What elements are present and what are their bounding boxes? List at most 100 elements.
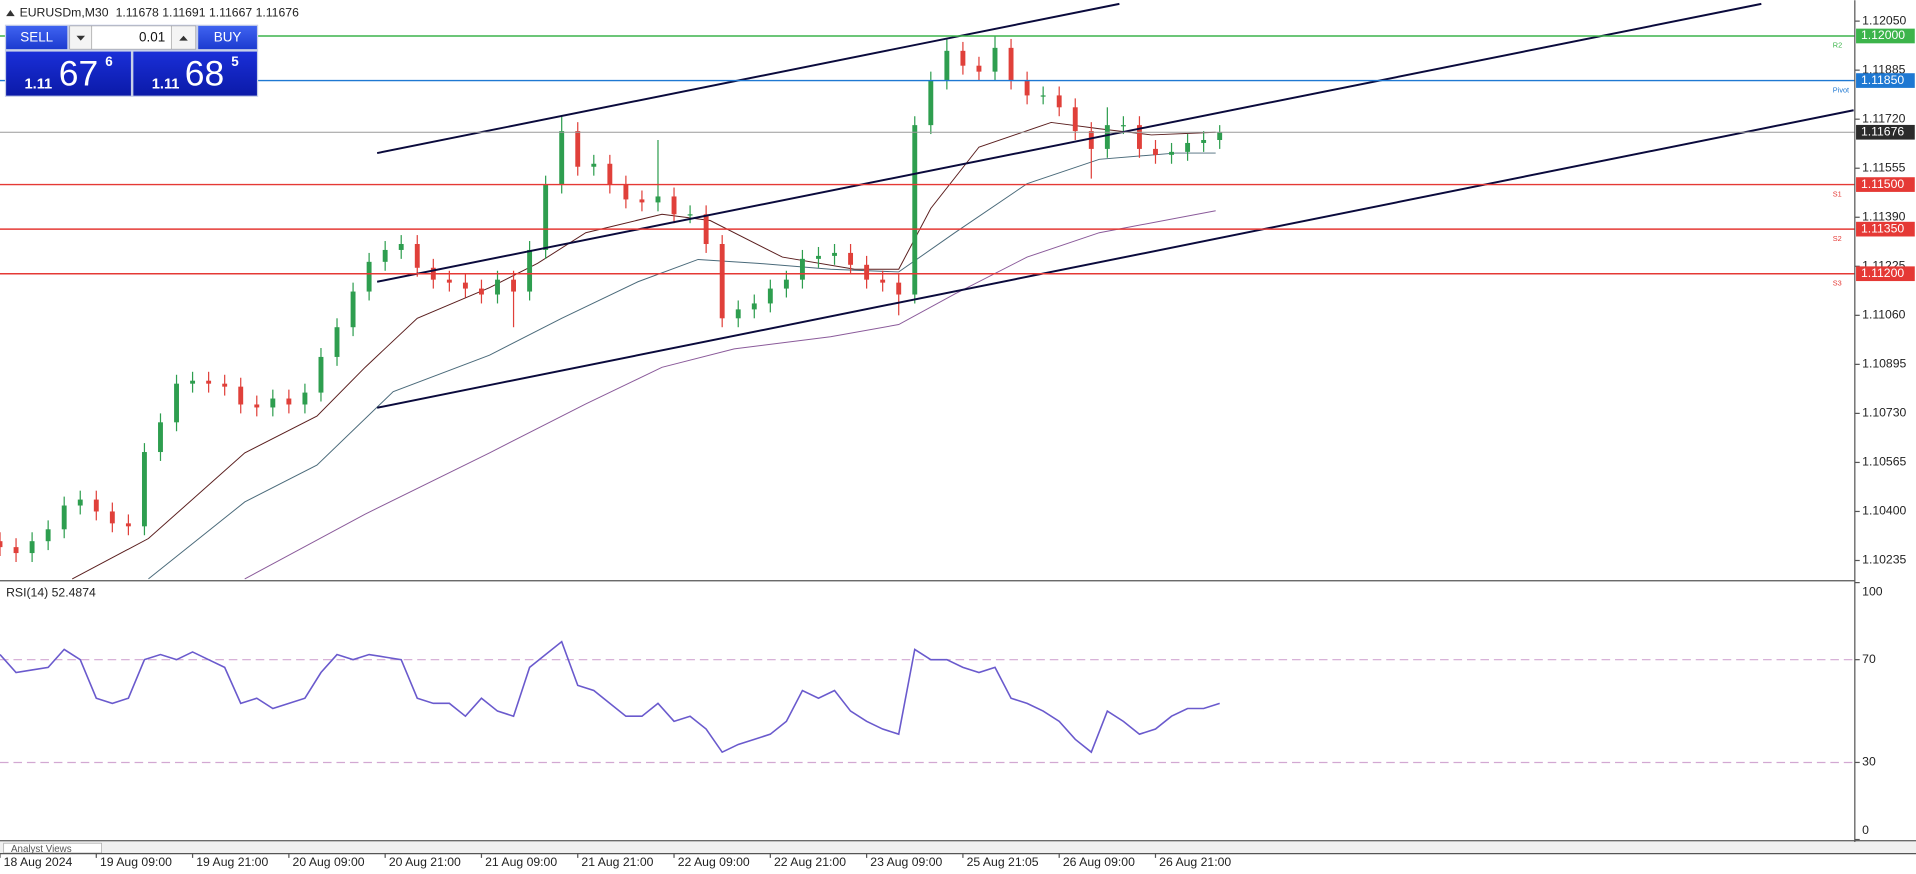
y-tick-label: 1.11390 xyxy=(1862,209,1905,223)
candle-body xyxy=(767,288,773,304)
candle-body xyxy=(896,282,902,295)
lot-value[interactable]: 0.01 xyxy=(139,30,165,45)
candle-body xyxy=(880,279,886,283)
ask-point[interactable]: 5 xyxy=(231,54,239,69)
candle-body xyxy=(382,249,388,262)
candle-body xyxy=(976,65,982,72)
y-tick-label: 30 xyxy=(1862,755,1876,769)
trend-line xyxy=(376,2,1120,155)
y-tick-label: 1.10235 xyxy=(1862,553,1906,567)
candle-body xyxy=(1201,139,1207,143)
candle-body xyxy=(0,541,3,548)
x-tick-label: 26 Aug 21:00 xyxy=(1159,855,1231,869)
candle-body xyxy=(1056,95,1062,108)
level-tag-label: 1.11200 xyxy=(1861,266,1904,280)
level-name: R2 xyxy=(1833,41,1842,50)
sell-button[interactable] xyxy=(6,25,68,50)
y-tick-label: 1.10565 xyxy=(1862,455,1906,469)
bar-open: 1.11678 xyxy=(116,6,159,20)
candle-body xyxy=(751,303,757,310)
buy-button[interactable] xyxy=(198,25,257,50)
level-tag-label: 1.12000 xyxy=(1861,28,1905,42)
trend-line xyxy=(376,2,1762,283)
candle-body xyxy=(543,184,549,250)
bar-low: 1.11667 xyxy=(209,6,252,20)
candle-body xyxy=(575,131,581,167)
candle-body xyxy=(832,252,837,256)
level-name: Pivot xyxy=(1833,85,1849,94)
trade-panel: SELL 0.01 BUY 1.11 67 6 1.11 68 5 xyxy=(4,24,259,97)
x-tick-label: 19 Aug 09:00 xyxy=(100,855,172,869)
candle-body xyxy=(799,258,805,280)
level-name: S3 xyxy=(1833,278,1842,287)
x-tick-label: 22 Aug 21:00 xyxy=(774,855,846,869)
x-tick-label: 21 Aug 21:00 xyxy=(581,855,653,869)
candle-body xyxy=(992,47,998,72)
candle-body xyxy=(1104,125,1110,149)
x-tick-label: 22 Aug 09:00 xyxy=(678,855,750,869)
candle-body xyxy=(559,131,565,185)
candle-body xyxy=(334,327,340,357)
ask-box[interactable] xyxy=(133,51,257,96)
price-tag-label: 1.11676 xyxy=(1861,124,1904,138)
collapse-icon[interactable] xyxy=(6,9,15,17)
level-tag-label: 1.11350 xyxy=(1861,221,1904,235)
candle-body xyxy=(687,214,693,216)
candle-body xyxy=(254,404,260,408)
down-arrow[interactable] xyxy=(76,35,86,41)
y-tick-label: 70 xyxy=(1862,652,1876,666)
candle-body xyxy=(462,282,468,289)
candle-body xyxy=(607,163,613,185)
candle-body xyxy=(1088,131,1094,149)
y-tick-label: 1.11720 xyxy=(1862,111,1905,125)
candle-body xyxy=(45,529,51,542)
bid-big[interactable]: 1.11 xyxy=(24,77,52,93)
level-tag-label: 1.11850 xyxy=(1861,73,1904,87)
line-series xyxy=(0,640,1220,754)
candle-body xyxy=(238,386,244,405)
candle-body xyxy=(29,541,35,554)
tab-label[interactable]: Analyst Views xyxy=(11,844,72,855)
candle-body xyxy=(623,184,629,200)
candle-body xyxy=(270,398,276,408)
candle-body xyxy=(1072,107,1078,132)
bar-close: 1.11676 xyxy=(256,6,299,20)
symbol: EURUSDm,M30 xyxy=(20,6,109,20)
ask-pips[interactable]: 68 xyxy=(185,53,224,93)
y-tick-label: 1.11060 xyxy=(1862,308,1905,322)
candle-body xyxy=(1153,148,1158,155)
candle-body xyxy=(1169,151,1174,155)
indicator-value: 52.4874 xyxy=(52,586,96,600)
buy-label[interactable]: BUY xyxy=(214,30,242,45)
x-tick-label: 25 Aug 21:05 xyxy=(967,855,1039,869)
sell-label[interactable]: SELL xyxy=(20,30,53,45)
candle-body xyxy=(350,291,356,328)
level-tag xyxy=(1856,221,1915,237)
candle-body xyxy=(302,392,308,405)
candle-body xyxy=(141,452,147,527)
ask-big[interactable]: 1.11 xyxy=(152,77,180,93)
bid-pips[interactable]: 67 xyxy=(59,53,98,93)
line-series xyxy=(244,210,1216,580)
level-tag xyxy=(1856,73,1915,88)
y-tick-label: 1.11555 xyxy=(1862,160,1905,174)
candle-body xyxy=(109,511,115,524)
candle-body xyxy=(13,547,19,554)
y-tick-label: 1.10730 xyxy=(1862,406,1906,420)
bid-point[interactable]: 6 xyxy=(105,54,112,69)
candle-body xyxy=(222,383,228,387)
candle-body xyxy=(1217,132,1223,140)
bar-high: 1.11691 xyxy=(162,6,205,20)
line-series xyxy=(148,152,1216,580)
candle-body xyxy=(735,309,741,319)
candle-body xyxy=(125,523,131,527)
y-tick-label: 100 xyxy=(1862,585,1883,599)
bid-box[interactable] xyxy=(6,51,131,96)
up-arrow[interactable] xyxy=(179,35,188,41)
level-name: S1 xyxy=(1833,189,1842,198)
symbol-info: EURUSDm,M30 1.11678 1.11691 1.11667 1.11… xyxy=(20,6,300,20)
y-tick-label: 1.11885 xyxy=(1862,62,1905,76)
